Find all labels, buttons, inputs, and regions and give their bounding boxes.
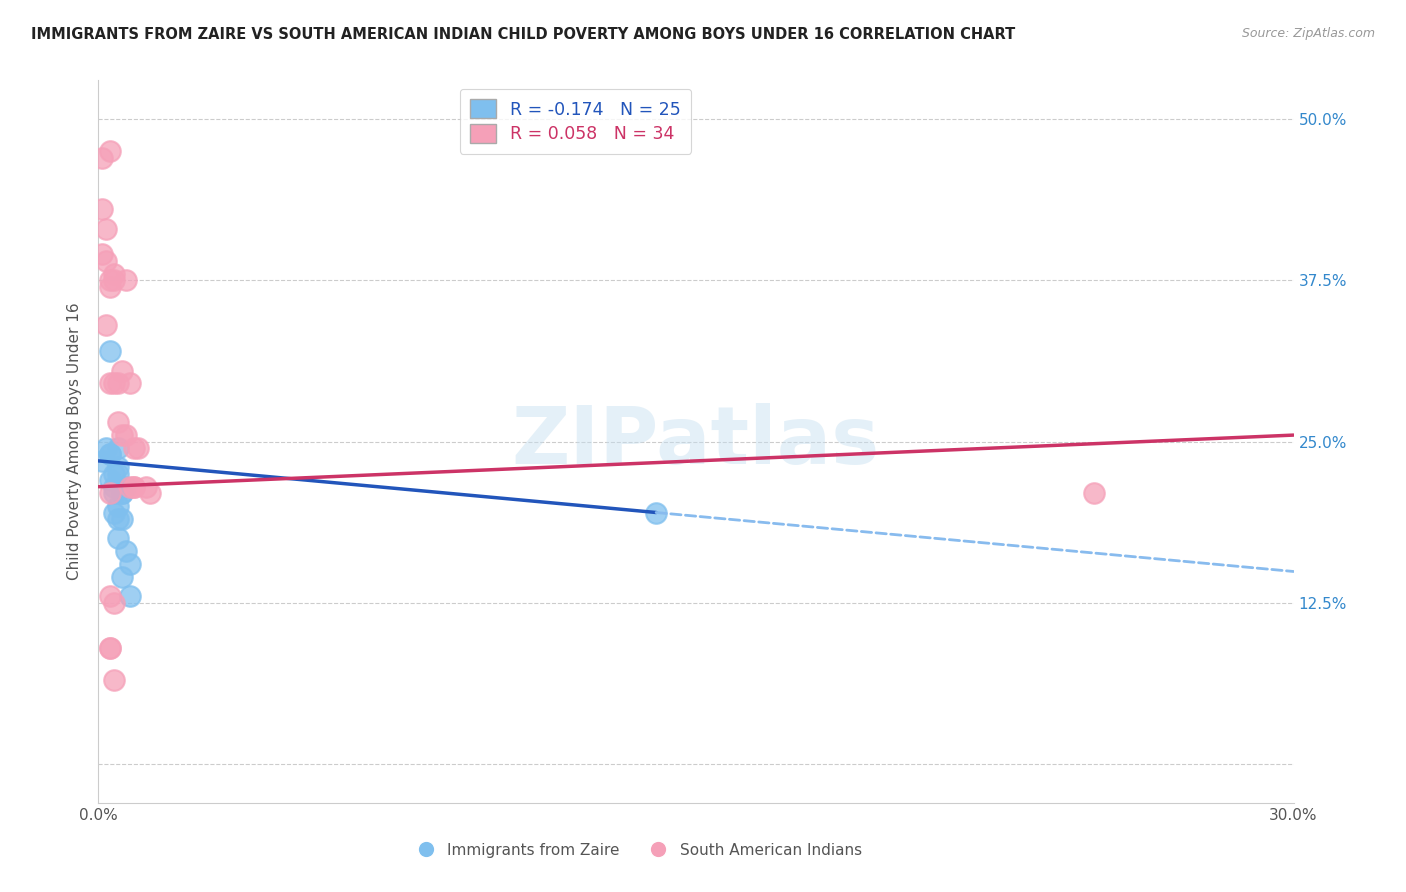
Point: [98, 279, 122, 293]
Point: [98, 590, 122, 604]
Point: [103, 596, 125, 610]
Point: [103, 673, 125, 688]
Point: [115, 273, 138, 287]
Point: [103, 376, 125, 391]
Point: [645, 506, 668, 520]
Point: [98, 473, 122, 487]
Point: [111, 486, 134, 500]
Point: [107, 499, 129, 513]
Point: [135, 480, 157, 494]
Point: [111, 570, 134, 584]
Point: [96, 318, 118, 333]
Point: [139, 486, 162, 500]
Point: [115, 480, 138, 494]
Point: [98, 447, 122, 461]
Point: [103, 506, 125, 520]
Text: Source: ZipAtlas.com: Source: ZipAtlas.com: [1241, 27, 1375, 40]
Point: [98, 640, 122, 655]
Point: [98, 344, 122, 359]
Point: [98, 376, 122, 391]
Point: [91, 247, 114, 261]
Point: [127, 441, 149, 455]
Point: [120, 557, 142, 571]
Point: [107, 467, 129, 481]
Y-axis label: Child Poverty Among Boys Under 16: Child Poverty Among Boys Under 16: [67, 302, 83, 581]
Point: [103, 480, 125, 494]
Point: [107, 441, 129, 455]
Point: [124, 441, 146, 455]
Point: [107, 415, 129, 429]
Point: [103, 273, 125, 287]
Point: [120, 480, 142, 494]
Point: [91, 151, 114, 165]
Point: [124, 480, 146, 494]
Point: [96, 441, 118, 455]
Point: [98, 273, 122, 287]
Point: [115, 544, 138, 558]
Point: [111, 428, 134, 442]
Text: ZIPatlas: ZIPatlas: [512, 402, 880, 481]
Point: [91, 454, 114, 468]
Point: [107, 531, 129, 545]
Text: IMMIGRANTS FROM ZAIRE VS SOUTH AMERICAN INDIAN CHILD POVERTY AMONG BOYS UNDER 16: IMMIGRANTS FROM ZAIRE VS SOUTH AMERICAN …: [31, 27, 1015, 42]
Point: [103, 486, 125, 500]
Point: [98, 486, 122, 500]
Point: [98, 640, 122, 655]
Point: [1083, 486, 1105, 500]
Point: [98, 447, 122, 461]
Point: [103, 267, 125, 281]
Point: [111, 512, 134, 526]
Point: [120, 590, 142, 604]
Point: [107, 376, 129, 391]
Point: [103, 467, 125, 481]
Point: [120, 376, 142, 391]
Point: [96, 221, 118, 235]
Point: [124, 480, 146, 494]
Legend: Immigrants from Zaire, South American Indians: Immigrants from Zaire, South American In…: [405, 837, 868, 863]
Point: [107, 512, 129, 526]
Point: [111, 363, 134, 377]
Point: [107, 460, 129, 475]
Point: [111, 486, 134, 500]
Point: [96, 253, 118, 268]
Point: [98, 145, 122, 159]
Point: [91, 202, 114, 217]
Point: [115, 428, 138, 442]
